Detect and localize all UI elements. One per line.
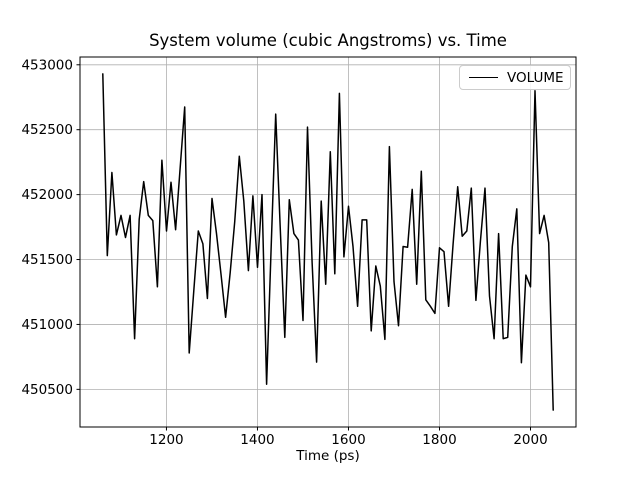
legend-line-sample: [469, 77, 498, 78]
x-tick-label: 1200: [149, 432, 183, 448]
x-tick-label: 1600: [331, 432, 365, 448]
x-tick-label: 1400: [240, 432, 274, 448]
legend-label: VOLUME: [507, 69, 564, 86]
chart-title: System volume (cubic Angstroms) vs. Time: [149, 31, 507, 50]
y-tick-label: 453000: [21, 57, 73, 73]
x-axis-label: Time (ps): [296, 448, 360, 464]
y-tick-label: 451000: [21, 317, 73, 333]
y-tick-label: 452500: [21, 122, 73, 138]
y-tick-label: 452000: [21, 187, 73, 203]
x-tick-label: 2000: [513, 432, 547, 448]
volume-line: [102, 73, 554, 411]
y-tick-label: 451500: [21, 252, 73, 268]
legend: VOLUME: [459, 65, 571, 90]
y-tick-label: 450500: [21, 382, 73, 398]
plot-border: [79, 56, 577, 428]
x-tick-label: 1800: [422, 432, 456, 448]
